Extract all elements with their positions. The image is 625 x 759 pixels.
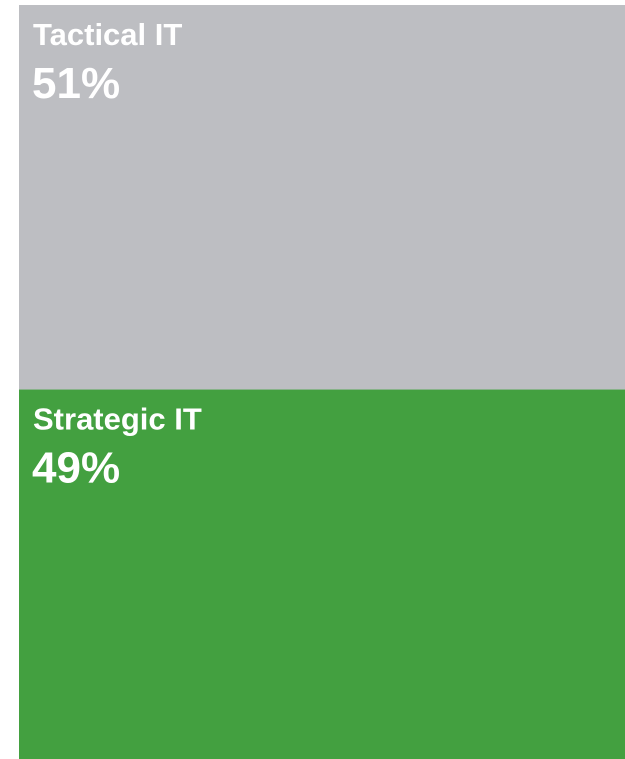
tile-label: Tactical IT (33, 17, 182, 52)
tile (19, 389, 625, 759)
tile-value: 51% (32, 59, 120, 108)
tile-value: 49% (32, 444, 120, 493)
tile-label: Strategic IT (33, 402, 202, 437)
tile (19, 5, 625, 390)
